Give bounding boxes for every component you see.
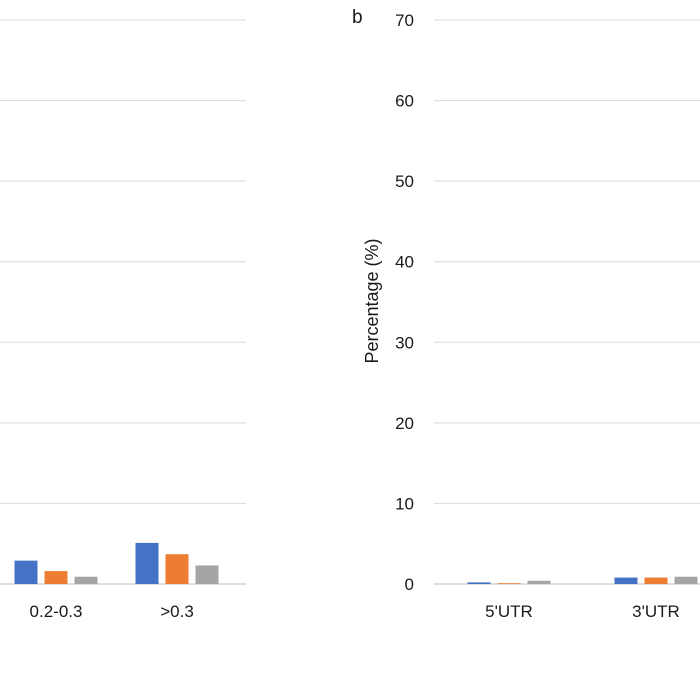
panel-b-y-axis-title: Percentage (%) — [362, 238, 382, 363]
panel-b-y-tick-label-5: 50 — [395, 172, 414, 191]
panel-b-y-tick-label-6: 60 — [395, 92, 414, 111]
panel-b-bar-0-0 — [467, 582, 491, 584]
panel-a-bar-1-1 — [165, 554, 189, 584]
panel-b-bar-1-2 — [674, 576, 698, 584]
panel-b-bar-0-1 — [497, 583, 521, 584]
panel-b-bar-1-0 — [614, 577, 638, 584]
panel-b-x-tick-label-1: 3'UTR — [632, 602, 680, 621]
panel-b-y-tick-label-1: 10 — [395, 494, 414, 513]
panel-b-y-tick-label-7: 70 — [395, 11, 414, 30]
panel-a-bar-0-1 — [44, 571, 68, 584]
panel-a-bar-1-2 — [195, 565, 219, 584]
panel-b-x-tick-label-0: 5'UTR — [485, 602, 533, 621]
panel-b: b Percentage (%) 0 10 20 30 40 50 60 70 5'UTR 3'U… — [352, 7, 700, 621]
panel-a-bar-1-0 — [135, 542, 159, 584]
panel-b-bar-1-1 — [644, 577, 668, 584]
panel-a: 0.2-0.3 >0.3 — [0, 19, 246, 621]
panel-b-bar-0-2 — [527, 580, 551, 584]
panel-b-y-tick-label-4: 40 — [395, 253, 414, 272]
panel-b-letter: b — [352, 7, 363, 28]
panel-a-x-tick-label-0: 0.2-0.3 — [30, 602, 83, 621]
panel-a-bar-0-0 — [14, 560, 38, 584]
panel-b-y-tick-label-0: 0 — [405, 575, 414, 594]
panel-b-y-tick-label-3: 30 — [395, 333, 414, 352]
panel-a-x-tick-label-1: >0.3 — [160, 602, 194, 621]
panel-b-y-tick-label-2: 20 — [395, 414, 414, 433]
panel-a-bar-0-2 — [74, 576, 98, 584]
